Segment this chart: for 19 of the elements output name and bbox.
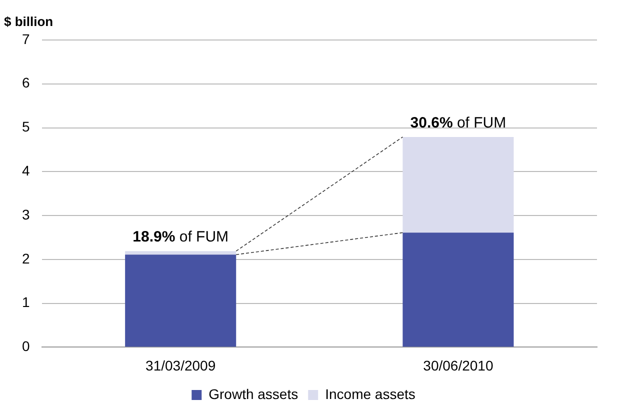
- annotation: 18.9% of FUM: [132, 228, 229, 246]
- y-tick-label: 2: [22, 250, 30, 266]
- bar: [125, 251, 236, 255]
- y-tick-label: 6: [22, 74, 30, 91]
- y-axis-title: $ billion: [4, 14, 54, 29]
- y-tick-label: 4: [22, 162, 30, 179]
- legend-label: Income assets: [325, 386, 416, 402]
- legend-label: Growth assets: [208, 386, 298, 402]
- annotation: 30.6% of FUM: [410, 114, 506, 132]
- y-tick-label: 0: [22, 338, 30, 354]
- y-tick-label: 5: [22, 118, 30, 135]
- y-tick-label: 3: [22, 206, 30, 222]
- bar: [402, 136, 514, 233]
- x-tick-label: 30/06/2010: [423, 357, 494, 374]
- bar: [402, 232, 514, 347]
- y-tick-label: 1: [22, 294, 30, 310]
- x-tick-label: 31/03/2009: [146, 357, 216, 374]
- bar: [125, 254, 236, 347]
- y-tick-label: 7: [22, 30, 30, 47]
